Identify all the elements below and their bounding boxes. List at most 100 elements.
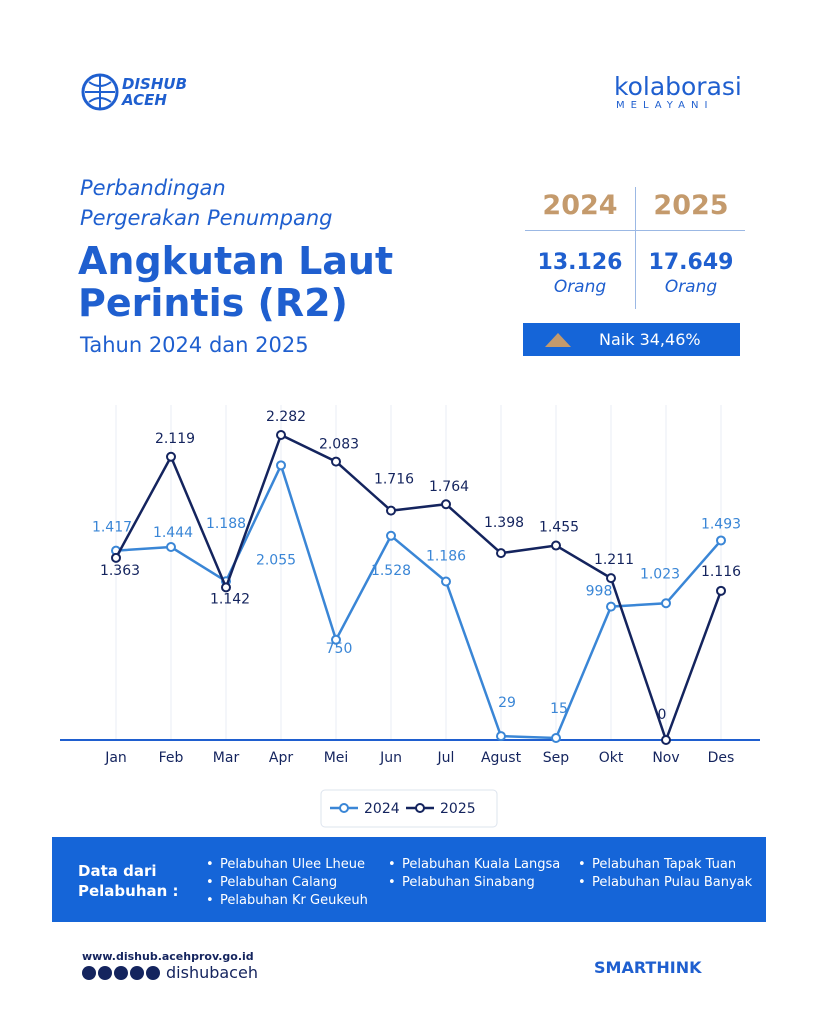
x-tick-label: Mei [324,750,349,766]
point [111,552,121,563]
point [496,548,506,559]
change-badge: Naik 34,46% [523,323,740,356]
value-label: 750 [326,641,353,657]
sources: Data dari Pelabuhan : • Pelabuhan Ulee Lhe… [52,837,766,922]
year: 2024 [542,190,618,221]
brand-sub: MELAYANI [616,100,714,111]
point [441,499,451,510]
social: dishubaceh [166,963,258,982]
point [166,542,176,553]
value-label: 0 [658,707,667,723]
value-label: 1.417 [92,520,132,536]
x-tick-label: Sep [543,750,570,766]
title-line: Perbandingan [80,176,226,200]
point [551,732,561,743]
value-label: 1.188 [206,516,246,532]
value-label: 1.142 [210,591,250,607]
point [276,460,286,471]
value-label: 1.444 [153,525,193,541]
social-icons [82,966,160,980]
point [386,530,396,541]
series-line [114,433,723,744]
port: • Pelabuhan Pulau Banyak [578,875,753,890]
unit: Orang [553,277,607,297]
legend-label: 2024 [364,801,400,817]
value-label: 1.363 [100,563,140,579]
title-line: Pergerakan Penumpang [80,206,333,230]
point [606,601,616,612]
brand-right: kolaborasi [614,72,742,101]
point [496,731,506,742]
title-main: Perintis (R2) [78,281,348,325]
x-tick-label: Apr [269,750,293,766]
point [551,540,561,551]
website: www.dishub.acehprov.go.id [82,950,254,963]
point [441,576,451,587]
point [716,585,726,596]
port: • Pelabuhan Tapak Tuan [578,857,737,872]
value-label: 1.493 [701,516,741,532]
x-tick-label: Okt [599,750,624,766]
value-label: 2.119 [155,431,195,447]
value-label: 1.455 [539,520,579,536]
point [331,634,341,645]
value-label: 1.716 [374,472,414,488]
value-label: 998 [586,584,613,600]
logo-top: DISHUB [122,75,188,93]
sources-label: Data dari Pelabuhan : [78,861,179,901]
divider [635,187,636,309]
value-label: 1.764 [429,479,469,495]
total: 13.126 [537,250,623,275]
label: Data dari [78,862,157,880]
x-tick-label: Agust [481,750,522,766]
unit: Orang [664,277,718,297]
value-label: 29 [498,695,516,711]
logo-bottom: ACEH [122,91,167,109]
port: • Pelabuhan Kr Geukeuh [206,893,368,908]
value-label: 2.055 [256,552,296,568]
value-label: 2.083 [319,437,359,453]
logo-icon [81,73,119,111]
x-tick-label: Jun [379,750,402,766]
chart: Jan Feb Mar Apr Mei Jun Jul Agust Sep Okt Nov Des 1.… [60,405,760,828]
x-tick-label: Nov [652,750,679,766]
value-label: 15 [550,701,568,717]
value-label: 1.116 [701,564,741,580]
x-tick-label: Feb [159,750,184,766]
x-tick-label: Mar [213,750,240,766]
x-tick-label: Jan [104,750,127,766]
value-label: 1.528 [371,563,411,579]
point [661,735,671,745]
port: • Pelabuhan Sinabang [388,875,535,890]
value-label: 1.398 [484,515,524,531]
port: • Pelabuhan Kuala Langsa [388,857,561,872]
title-main: Angkutan Laut [78,239,394,283]
port: • Pelabuhan Ulee Lheue [206,857,365,872]
value-label: 2.282 [266,409,306,425]
point [221,582,231,593]
value-label: 1.023 [640,566,680,582]
label: Pelabuhan : [78,882,179,900]
point [606,573,616,584]
point [716,535,726,546]
x-tick-label: Jul [437,750,455,766]
port: • Pelabuhan Calang [206,875,338,890]
point [276,430,286,440]
point [661,598,671,609]
legend-marker [339,803,349,813]
point [166,451,176,462]
up-icon [545,333,571,347]
legend-label: 2025 [440,801,476,817]
year: 2025 [653,190,729,221]
legend-marker [415,803,425,813]
brand: SMARTHINK [594,958,702,977]
point [386,505,396,516]
value-label: 1.186 [426,548,466,564]
point [331,456,341,467]
x-tick-label: Des [708,750,735,766]
total: 17.649 [648,250,734,275]
change: Naik 34,46% [599,330,701,349]
subtitle: Tahun 2024 dan 2025 [80,333,309,357]
value-label: 1.211 [594,552,634,568]
